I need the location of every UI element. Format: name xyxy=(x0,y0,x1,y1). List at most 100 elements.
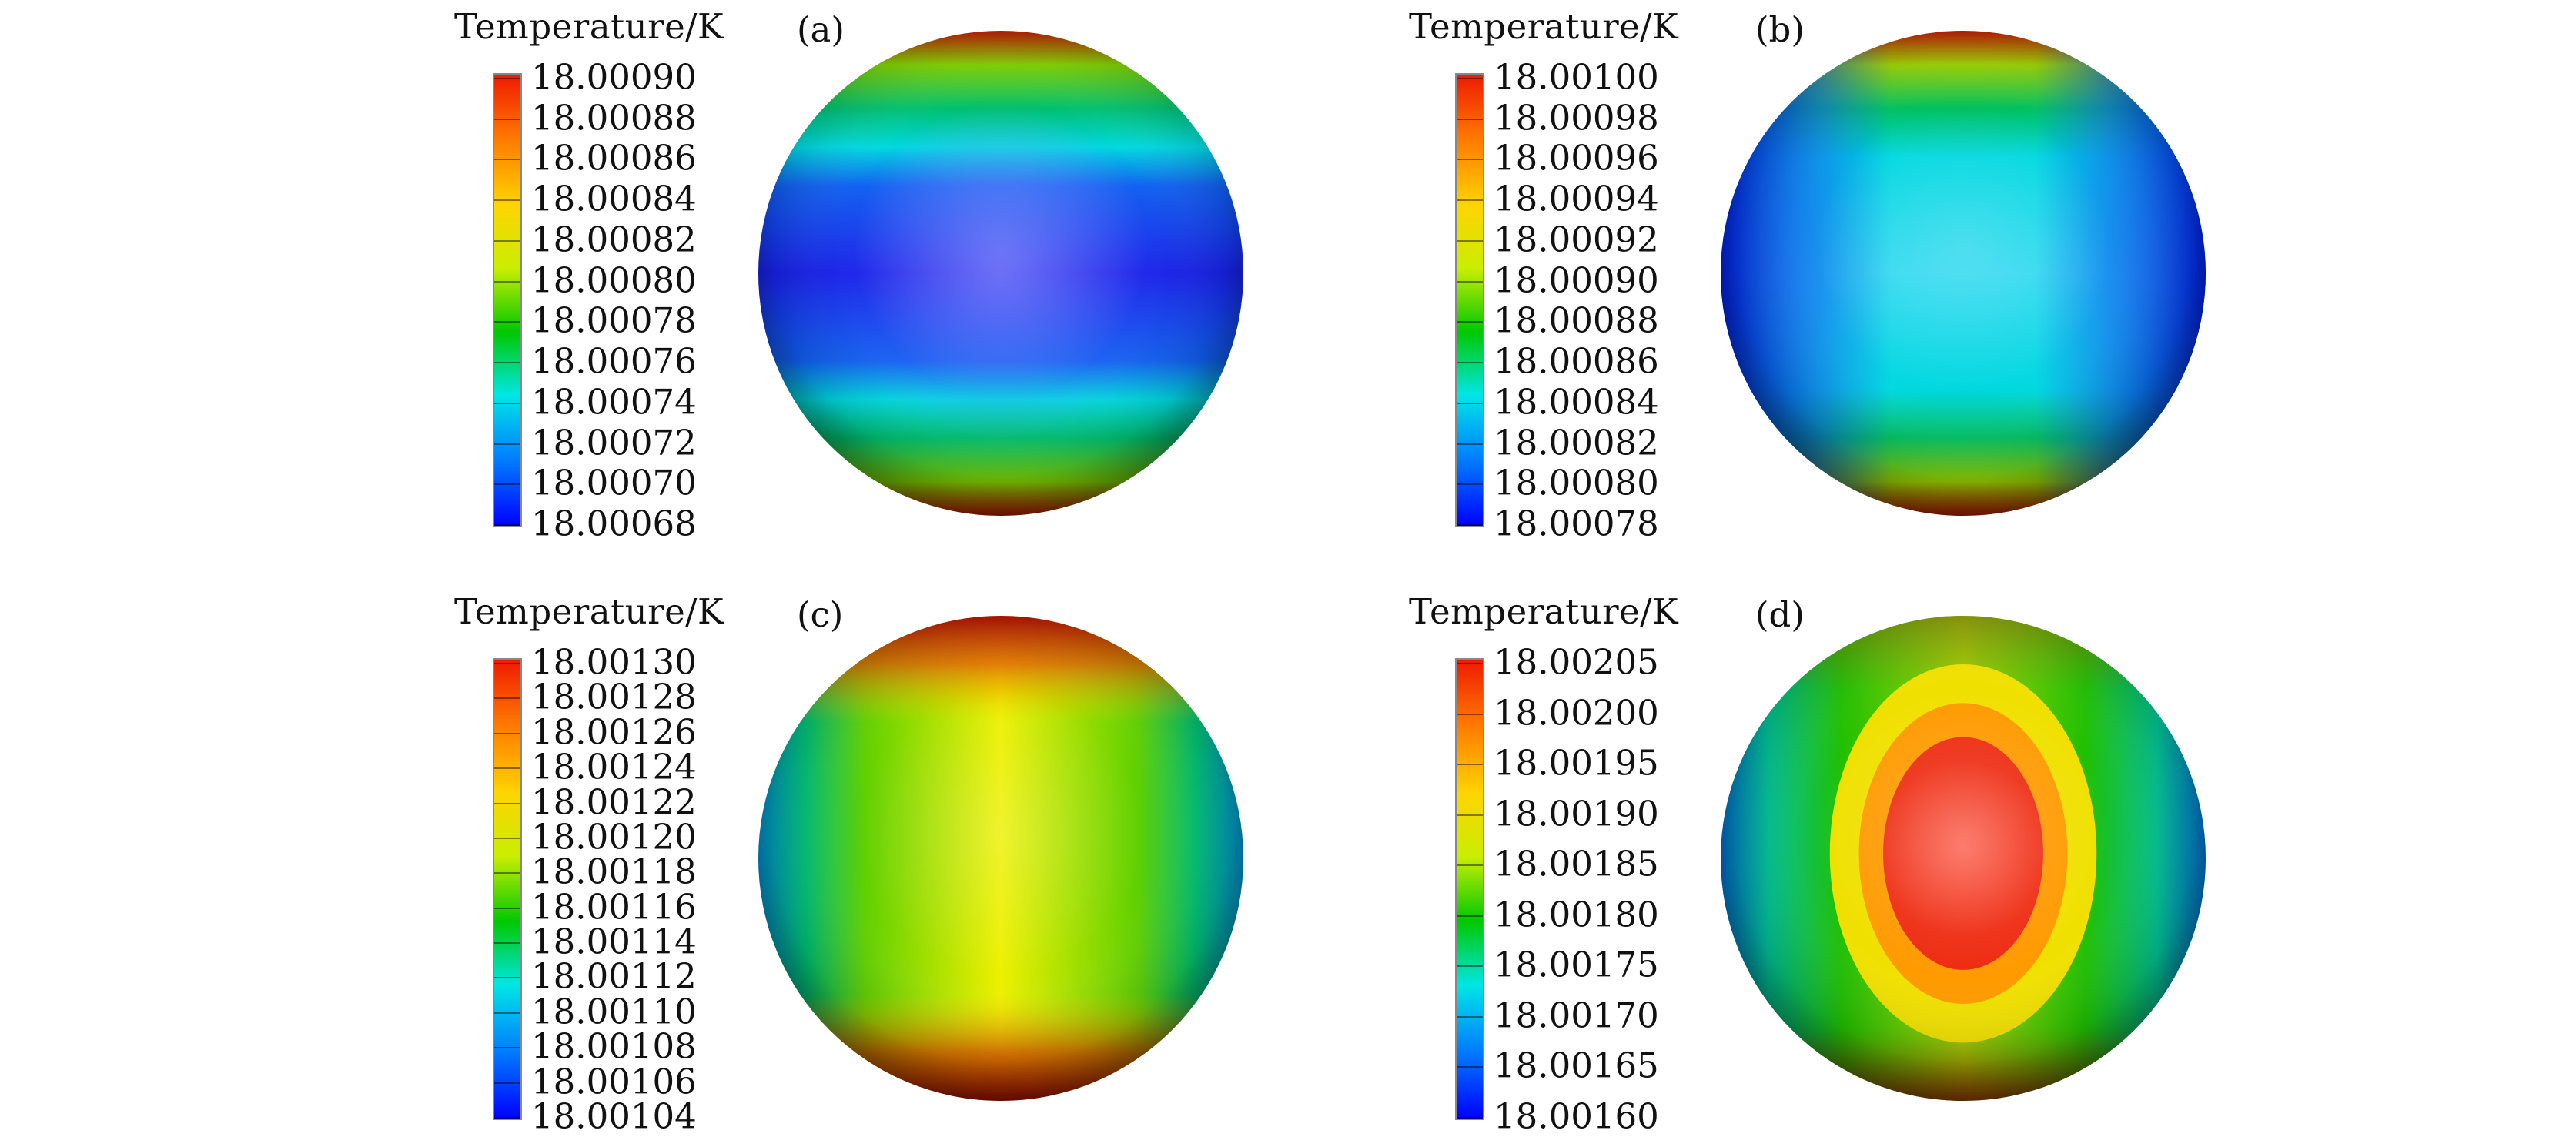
colorbar-tick-label: 18.00205 xyxy=(1494,641,1659,683)
colorbar xyxy=(1455,73,1484,527)
colorbar-tick xyxy=(494,159,520,161)
colorbar-tick-label: 18.00082 xyxy=(531,219,697,260)
colorbar-tick-label: 18.00122 xyxy=(531,781,697,823)
colorbar-tick-label: 18.00160 xyxy=(1494,1095,1659,1137)
colorbar-tick xyxy=(494,942,520,945)
colorbar-tick-label: 18.00120 xyxy=(531,816,697,858)
colorbar-tick xyxy=(1457,159,1483,161)
panel-a: Temperature/K 18.00090 18.00088 18.00086 18… xyxy=(447,0,1447,544)
colorbar-tick xyxy=(1457,1066,1483,1068)
colorbar-tick-label: 18.00106 xyxy=(531,1061,697,1102)
colorbar-tick xyxy=(494,1082,520,1084)
colorbar xyxy=(1455,658,1484,1120)
colorbar-tick-label: 18.00080 xyxy=(531,259,697,301)
colorbar-tick xyxy=(494,802,520,804)
panel-d: Temperature/K 18.00205 18.00200 18.00195 18… xyxy=(1409,585,2410,1134)
sphere-temperature-field xyxy=(758,616,1243,1101)
colorbar-tick xyxy=(494,483,520,486)
colorbar-tick xyxy=(494,402,520,404)
panel-label: (b) xyxy=(1755,9,1805,50)
colorbar-tick xyxy=(494,732,520,734)
colorbar-tick xyxy=(494,907,520,909)
colorbar-tick-label: 18.00092 xyxy=(1494,219,1659,260)
colorbar-tick-label: 18.00108 xyxy=(531,1025,697,1067)
colorbar-tick xyxy=(1457,239,1483,242)
colorbar-tick-label: 18.00078 xyxy=(531,299,697,341)
colorbar-tick xyxy=(494,663,520,664)
colorbar-tick-label: 18.00094 xyxy=(1494,178,1659,219)
colorbar-tick-label: 18.00088 xyxy=(1494,299,1659,341)
colorbar-tick xyxy=(1457,814,1483,816)
colorbar-tick-label: 18.00096 xyxy=(1494,137,1659,179)
colorbar-tick-label: 18.00068 xyxy=(531,503,697,544)
colorbar-tick xyxy=(494,697,520,700)
colorbar-tick-label: 18.00130 xyxy=(531,641,697,683)
colorbar xyxy=(493,658,522,1120)
colorbar-tick xyxy=(494,977,520,979)
colorbar-tick-label: 18.00116 xyxy=(531,886,697,928)
colorbar-tick-label: 18.00190 xyxy=(1494,793,1659,834)
panel-label: (a) xyxy=(797,9,845,50)
colorbar-tick xyxy=(1457,713,1483,715)
colorbar-tick xyxy=(494,524,520,526)
colorbar-tick-label: 18.00112 xyxy=(531,955,697,997)
colorbar-tick-label: 18.00088 xyxy=(531,97,697,139)
colorbar-tick-label: 18.00090 xyxy=(1494,259,1659,301)
panel-label: (d) xyxy=(1755,594,1805,635)
colorbar-tick-label: 18.00185 xyxy=(1494,843,1659,885)
colorbar-tick-label: 18.00124 xyxy=(531,746,697,788)
colorbar-tick xyxy=(494,837,520,839)
colorbar-tick xyxy=(494,199,520,202)
colorbar-tick xyxy=(494,118,520,120)
colorbar-tick-label: 18.00110 xyxy=(531,991,697,1032)
colorbar-tick xyxy=(494,362,520,364)
colorbar-tick xyxy=(1457,915,1483,917)
colorbar-tick xyxy=(1457,321,1483,323)
colorbar-tick xyxy=(1457,199,1483,202)
panel-c: Temperature/K 18.00130 18.00128 18.00126 18… xyxy=(447,585,1447,1134)
colorbar-title: Temperature/K xyxy=(454,591,724,632)
colorbar-tick-label: 18.00175 xyxy=(1494,944,1659,985)
sphere-temperature-field xyxy=(1721,31,2206,516)
panel-b: Temperature/K 18.00100 18.00098 18.00096 18… xyxy=(1409,0,2410,544)
colorbar-title: Temperature/K xyxy=(1409,591,1679,632)
colorbar-title: Temperature/K xyxy=(454,6,724,47)
colorbar-tick xyxy=(494,239,520,242)
colorbar-tick xyxy=(494,767,520,770)
colorbar-tick-label: 18.00080 xyxy=(1494,462,1659,503)
colorbar-title: Temperature/K xyxy=(1409,6,1679,47)
sphere-temperature-field xyxy=(1721,616,2206,1101)
colorbar-tick xyxy=(1457,663,1483,664)
colorbar-tick-label: 18.00078 xyxy=(1494,503,1659,544)
colorbar-tick xyxy=(1457,483,1483,486)
colorbar-tick-label: 18.00086 xyxy=(531,137,697,179)
sphere-temperature-field xyxy=(758,31,1243,516)
colorbar-tick xyxy=(494,1047,520,1049)
colorbar-tick xyxy=(1457,1015,1483,1018)
colorbar-tick xyxy=(1457,524,1483,526)
colorbar-tick xyxy=(494,1117,520,1119)
colorbar-tick xyxy=(1457,764,1483,766)
colorbar-tick-label: 18.00118 xyxy=(531,851,697,892)
colorbar-tick-label: 18.00076 xyxy=(531,340,697,382)
colorbar-tick xyxy=(494,872,520,874)
colorbar-tick-label: 18.00104 xyxy=(531,1095,697,1137)
colorbar-tick xyxy=(1457,443,1483,445)
colorbar-tick-label: 18.00170 xyxy=(1494,995,1659,1036)
colorbar-tick xyxy=(1457,402,1483,404)
colorbar-tick xyxy=(1457,78,1483,79)
colorbar-tick-label: 18.00126 xyxy=(531,711,697,753)
colorbar-tick xyxy=(494,321,520,323)
colorbar-tick-label: 18.00084 xyxy=(531,178,697,219)
colorbar-tick xyxy=(494,78,520,79)
colorbar-tick xyxy=(1457,118,1483,120)
colorbar-tick-label: 18.00072 xyxy=(531,422,697,463)
colorbar-tick xyxy=(1457,965,1483,968)
colorbar-tick-label: 18.00100 xyxy=(1494,56,1659,98)
colorbar-tick-label: 18.00074 xyxy=(531,381,697,423)
colorbar-tick-label: 18.00082 xyxy=(1494,422,1659,463)
colorbar-tick-label: 18.00114 xyxy=(531,921,697,962)
colorbar-tick xyxy=(1457,864,1483,867)
colorbar-tick-label: 18.00128 xyxy=(531,676,697,717)
colorbar-tick-label: 18.00200 xyxy=(1494,692,1659,734)
